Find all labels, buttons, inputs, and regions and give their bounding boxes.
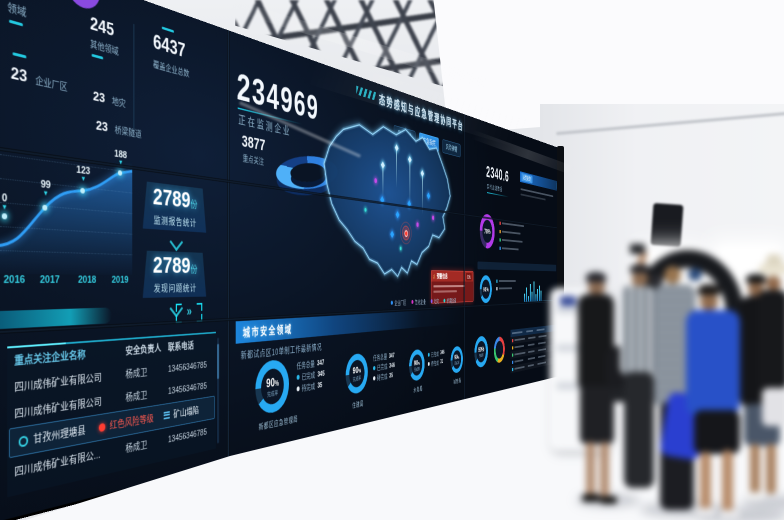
person-leg	[600, 442, 609, 498]
background-head	[650, 274, 663, 287]
phone	[630, 244, 645, 254]
stand-item	[560, 296, 576, 306]
person-head	[632, 270, 648, 287]
person-hair	[698, 284, 720, 295]
person-shoe	[600, 496, 617, 504]
dashboard-video-wall: 领域 245 其他领域 23 企业厂区 23 地灾 23 桥梁隧道 6437 覆…	[0, 0, 560, 520]
person-leg	[766, 444, 776, 494]
person-plaid-shirt	[620, 286, 656, 376]
person-head	[664, 266, 681, 284]
person-shoe	[582, 494, 600, 502]
wall-right-bezel	[557, 146, 564, 378]
person-white-shorts	[762, 388, 784, 426]
trend-chart: 0 ▾ 99 ▾ 123 ▾ 188 ▾ 2016 2017 2018 2019	[0, 134, 132, 286]
person-pants	[624, 372, 654, 488]
person-shorts	[694, 410, 740, 454]
person-hair	[586, 272, 606, 282]
person-leg	[586, 442, 595, 496]
person-head	[700, 292, 718, 311]
person-shadow	[696, 508, 784, 520]
straw-hat-crown	[766, 254, 782, 266]
person-blue-shirt	[686, 310, 740, 416]
person-hair	[630, 264, 650, 273]
trend-area-svg	[0, 134, 132, 275]
person-body	[758, 290, 784, 390]
person-sandal	[696, 508, 716, 516]
person-sandal	[720, 510, 740, 518]
person-leg	[750, 444, 760, 496]
person-head	[766, 276, 781, 291]
person-head	[588, 278, 605, 296]
person-skirt	[580, 386, 614, 444]
person-leg	[722, 450, 733, 512]
person-hair	[746, 274, 766, 283]
person-shoe	[746, 492, 764, 500]
background-head-cap	[688, 268, 702, 281]
person-leg	[700, 452, 711, 510]
